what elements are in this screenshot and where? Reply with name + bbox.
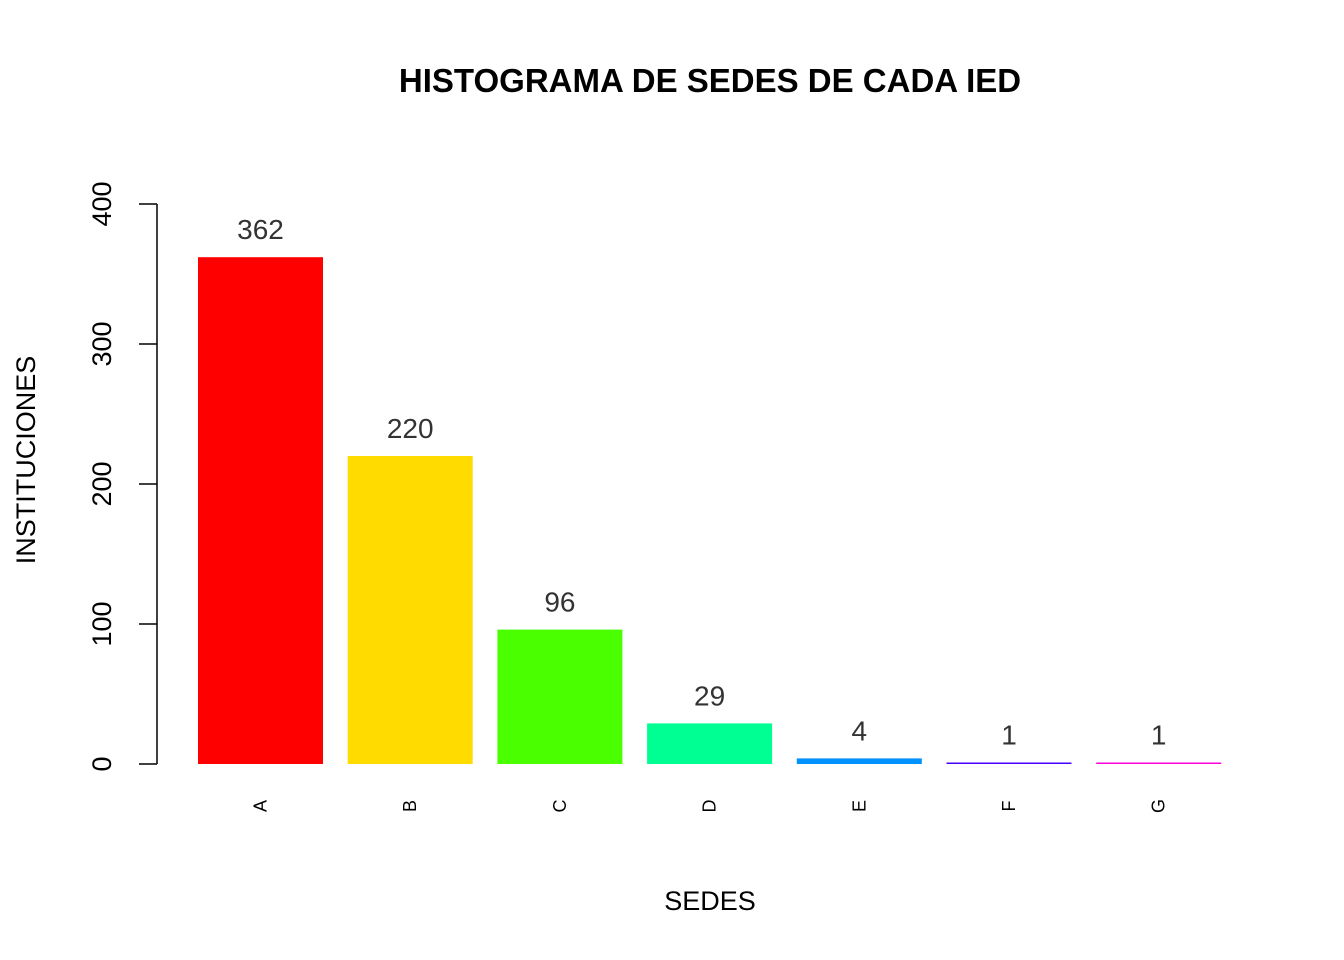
category-labels-group: A B C D E F G — [251, 799, 1169, 813]
category-label: D — [700, 800, 720, 813]
bar-g — [1096, 762, 1222, 764]
category-label: E — [849, 800, 869, 812]
bar-d — [647, 723, 773, 764]
data-label: 96 — [544, 587, 575, 618]
y-axis-label: INSTITUCIONES — [11, 356, 41, 565]
data-label: 29 — [694, 680, 725, 711]
data-label: 362 — [237, 214, 284, 245]
y-tick-label: 0 — [87, 756, 117, 771]
y-tick-label: 400 — [87, 181, 117, 226]
category-label: C — [550, 800, 570, 813]
y-tick-label: 200 — [87, 461, 117, 506]
data-label: 1 — [1001, 720, 1017, 751]
bar-b — [347, 456, 473, 764]
y-axis: 0 100 200 300 400 — [87, 181, 158, 772]
data-label: 220 — [387, 413, 434, 444]
data-label: 1 — [1151, 720, 1167, 751]
bar-c — [497, 629, 623, 764]
category-label: A — [251, 800, 271, 812]
data-labels-group: 362 220 96 29 4 1 1 — [237, 214, 1166, 750]
x-axis-label: SEDES — [664, 886, 756, 916]
category-label: B — [400, 800, 420, 812]
data-label: 4 — [852, 715, 868, 746]
bar-a — [198, 257, 323, 764]
bar-f — [946, 762, 1072, 764]
bars-group — [198, 257, 1222, 764]
category-label: F — [999, 801, 1019, 812]
category-label: G — [1149, 799, 1169, 813]
bar-e — [796, 758, 922, 764]
y-tick-label: 100 — [87, 601, 117, 646]
chart-title: HISTOGRAMA DE SEDES DE CADA IED — [399, 62, 1021, 99]
y-tick-label: 300 — [87, 321, 117, 366]
